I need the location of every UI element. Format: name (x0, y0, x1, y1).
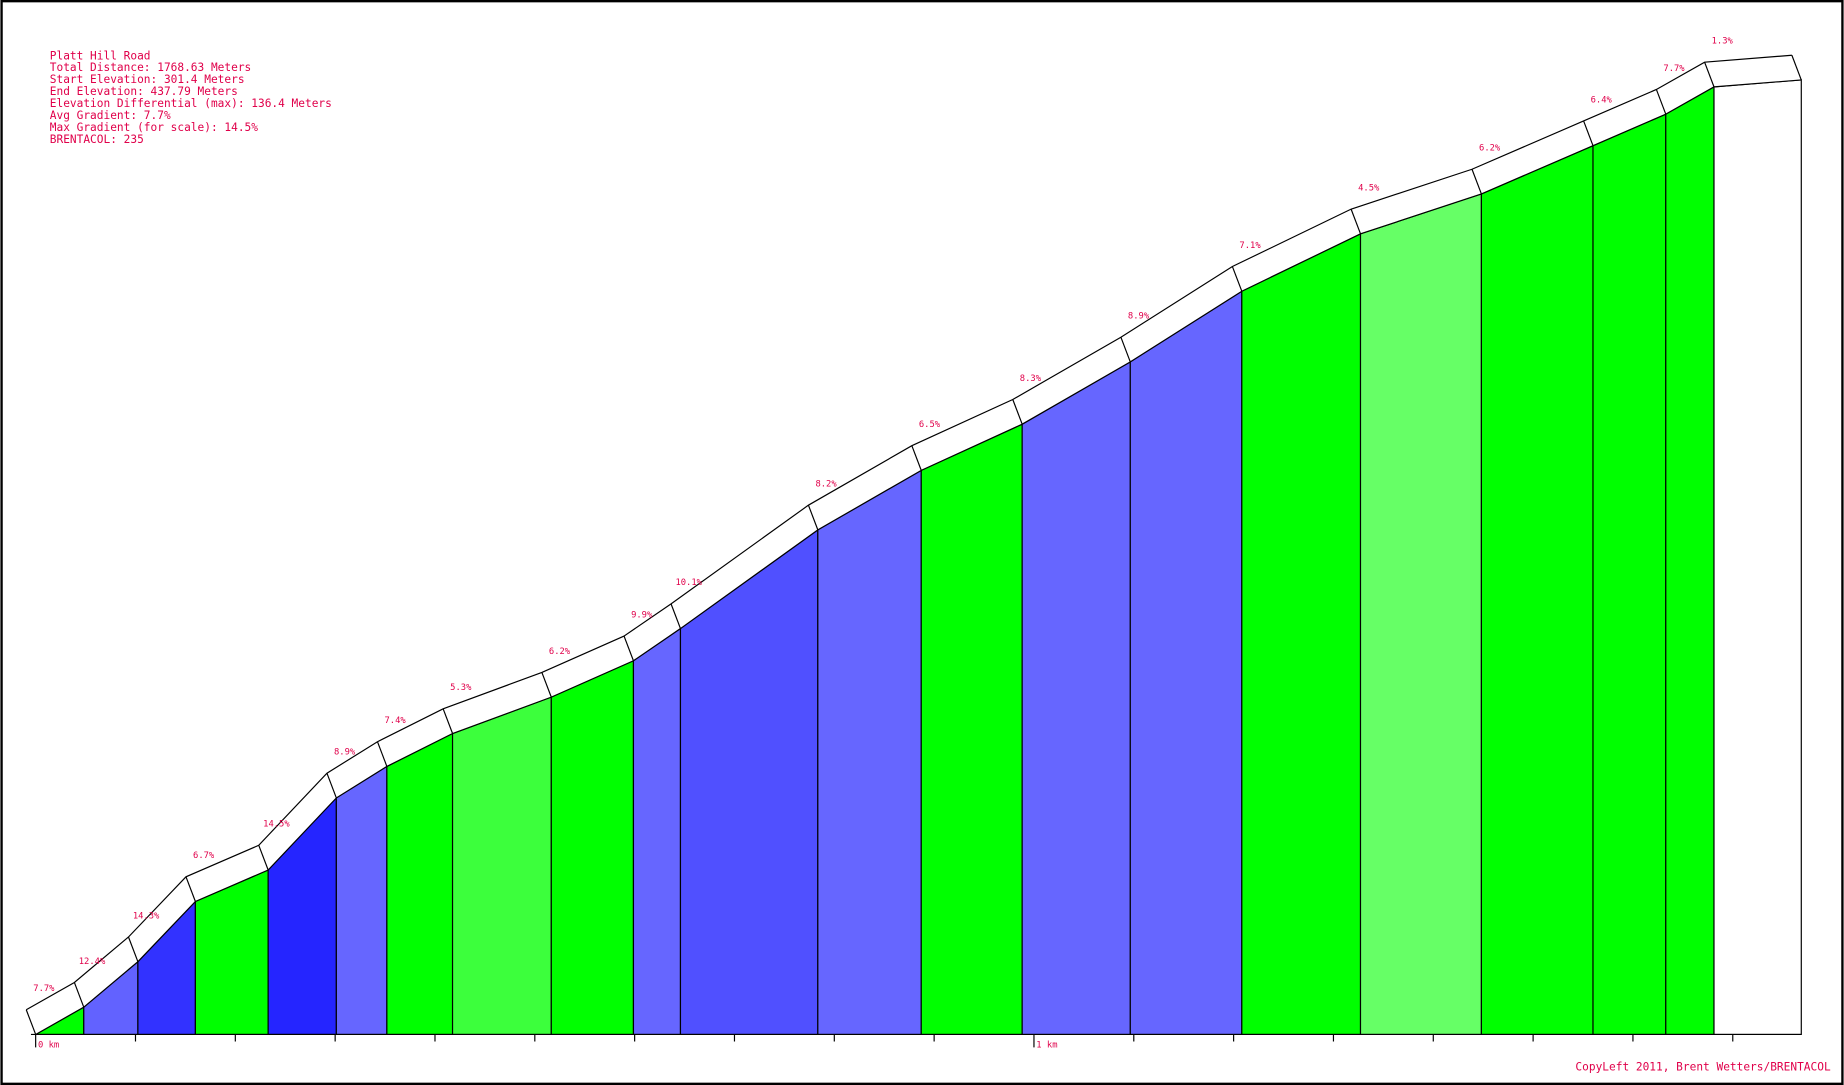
gradient-label: 8.9% (1128, 312, 1150, 322)
band-edge (1583, 120, 1594, 146)
band-edge (1120, 337, 1131, 363)
segment (335, 765, 388, 1036)
gradient-label: 5.3% (450, 683, 472, 693)
info-line: End Elevation: 437.79 Meters (50, 85, 238, 98)
band-edge (185, 876, 196, 902)
segment (1592, 113, 1667, 1036)
band-edge (326, 773, 337, 799)
band-edge (1655, 89, 1667, 115)
segment (817, 469, 922, 1036)
band-edge (623, 635, 634, 661)
gradient-label: 7.7% (33, 984, 55, 994)
gradient-label: 4.5% (1358, 183, 1380, 193)
gradient-label: 9.9% (631, 610, 653, 620)
profile-top-line (25, 54, 1792, 1011)
segment (1359, 193, 1482, 1036)
gradient-label: 7.7% (1663, 64, 1685, 74)
segment (1480, 144, 1594, 1036)
segment (1713, 79, 1802, 1036)
segment (1129, 290, 1243, 1036)
band-edge (1791, 55, 1802, 81)
segment (1241, 232, 1362, 1036)
gradient-label: 12.4% (79, 957, 106, 967)
segment (632, 627, 682, 1036)
segment (550, 659, 635, 1036)
band-edge (258, 845, 269, 871)
band-edge (1012, 399, 1023, 425)
gradient-label: 6.2% (1479, 144, 1501, 154)
band-edge (911, 445, 922, 471)
info-line: Avg Gradient: 7.7% (50, 109, 171, 122)
gradient-label: 8.2% (815, 480, 837, 490)
info-line: Start Elevation: 301.4 Meters (50, 73, 245, 86)
band-edge (1350, 208, 1362, 235)
info-line: BRENTACOL: 235 (50, 133, 144, 146)
gradient-label: 14.3% (133, 911, 160, 921)
gradient-label: 8.3% (1020, 374, 1042, 384)
gradient-label: 1.3% (1712, 37, 1734, 47)
segment (920, 423, 1023, 1036)
chart-title: Platt Hill Road (50, 49, 151, 62)
gradient-label: 10.1% (675, 578, 702, 588)
segment (1021, 360, 1131, 1036)
segment (451, 696, 552, 1036)
band-edge (1704, 61, 1715, 88)
info-line: Elevation Differential (max): 136.4 Mete… (50, 97, 332, 110)
band-edge (1231, 266, 1243, 292)
gradient-label: 6.5% (919, 420, 941, 430)
x-tick-label: 1 km (1036, 1041, 1057, 1051)
band-edge (1471, 169, 1482, 195)
gradient-label: 6.7% (193, 851, 215, 861)
band-edge (541, 672, 552, 698)
band-edge (127, 936, 139, 962)
band-edge (376, 741, 388, 767)
footer: CopyLeft 2011, Brent Wetters/BRENTACOL (1575, 1060, 1831, 1073)
band-edge (73, 982, 85, 1008)
gradient-label: 7.1% (1239, 241, 1261, 251)
gradient-label: 7.4% (384, 716, 406, 726)
gradient-label: 6.2% (549, 647, 571, 657)
segment (386, 732, 454, 1036)
segment (1665, 85, 1715, 1036)
gradient-label: 14.5% (263, 820, 290, 830)
info-line: Total Distance: 1768.63 Meters (50, 61, 252, 74)
band-edge (807, 504, 819, 531)
band-edge (25, 1009, 37, 1035)
band-edge (670, 603, 682, 629)
band-edge (442, 708, 454, 734)
gradient-label: 8.9% (334, 748, 356, 758)
profile-line (35, 79, 1802, 1035)
info-line: Max Gradient (for scale): 14.5% (50, 121, 258, 134)
x-tick-label: 0 km (38, 1041, 59, 1051)
gradient-label: 6.4% (1591, 95, 1613, 105)
